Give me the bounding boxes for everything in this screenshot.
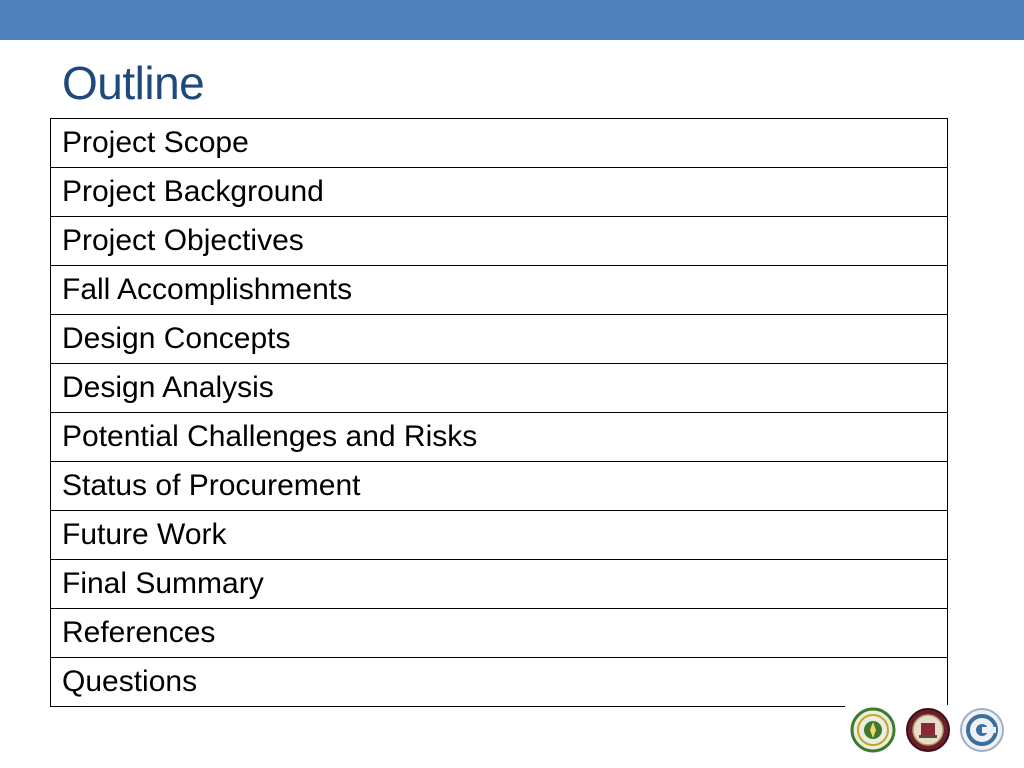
blue-circle-logo-icon xyxy=(960,708,1004,752)
maroon-seal-logo-icon xyxy=(906,708,950,752)
table-row: Future Work xyxy=(50,510,948,560)
outline-item: Final Summary xyxy=(50,559,948,609)
slide-title: Outline xyxy=(62,57,205,109)
outline-item: Status of Procurement xyxy=(50,461,948,511)
table-row: Questions xyxy=(50,657,948,707)
outline-item: References xyxy=(50,608,948,658)
table-row: Project Objectives xyxy=(50,216,948,266)
outline-item: Fall Accomplishments xyxy=(50,265,948,315)
outline-item: Project Scope xyxy=(50,118,948,168)
table-row: Potential Challenges and Risks xyxy=(50,412,948,462)
table-row: Final Summary xyxy=(50,559,948,609)
logo-strip xyxy=(845,705,1015,759)
table-row: Fall Accomplishments xyxy=(50,265,948,315)
table-row: Project Scope xyxy=(50,118,948,168)
outline-item: Design Analysis xyxy=(50,363,948,413)
outline-item: Future Work xyxy=(50,510,948,560)
outline-item: Design Concepts xyxy=(50,314,948,364)
table-row: Status of Procurement xyxy=(50,461,948,511)
outline-item: Project Objectives xyxy=(50,216,948,266)
outline-table: Project Scope Project Background Project… xyxy=(50,118,948,707)
green-seal-logo-icon xyxy=(850,707,896,753)
header-accent-bar xyxy=(0,0,1024,40)
table-row: Design Analysis xyxy=(50,363,948,413)
outline-item: Potential Challenges and Risks xyxy=(50,412,948,462)
table-row: References xyxy=(50,608,948,658)
outline-item: Project Background xyxy=(50,167,948,217)
table-row: Design Concepts xyxy=(50,314,948,364)
table-row: Project Background xyxy=(50,167,948,217)
outline-item: Questions xyxy=(50,657,948,707)
